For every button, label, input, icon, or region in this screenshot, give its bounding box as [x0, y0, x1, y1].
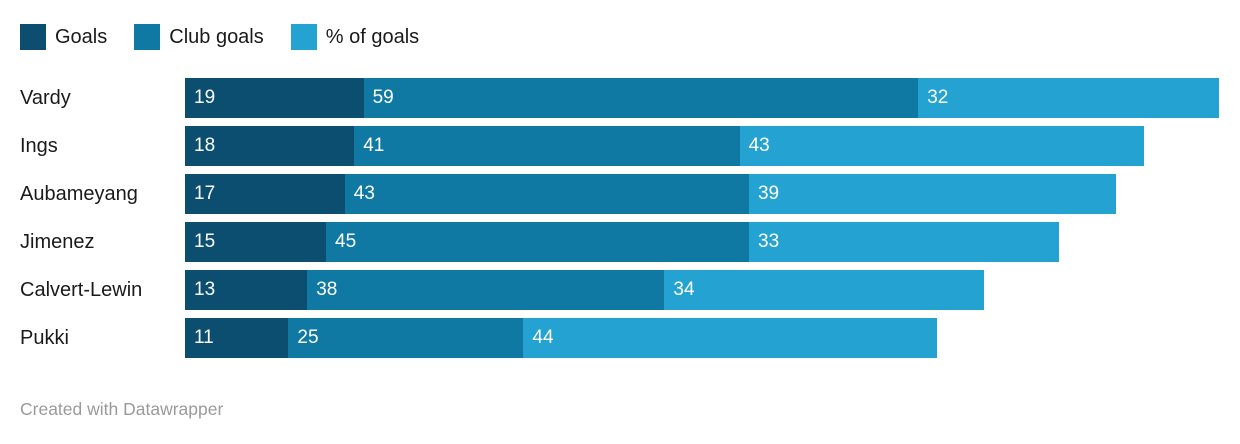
bar-value-label: 41: [363, 135, 385, 156]
bar-value-label: 32: [927, 87, 949, 108]
bar-row: Jimenez 15 45 33: [0, 222, 1240, 262]
bar-row: Calvert-Lewin 13 38 34: [0, 270, 1240, 310]
bar-segment-club-goals: 38: [307, 270, 665, 310]
datawrapper-credit-link[interactable]: Created with Datawrapper: [20, 399, 224, 419]
legend-item: % of goals: [290, 24, 420, 50]
legend-swatch-icon: [134, 24, 161, 50]
category-label: Vardy: [20, 86, 71, 109]
bar-segment-club-goals: 45: [326, 222, 749, 262]
bar-track: 11 25 44: [185, 318, 937, 358]
bar-value-label: 44: [532, 327, 554, 348]
bar-value-label: 18: [194, 135, 216, 156]
legend-label: Goals: [55, 26, 108, 48]
bar-value-label: 15: [194, 231, 216, 252]
category-label: Jimenez: [20, 230, 95, 253]
category-label: Aubameyang: [20, 182, 138, 205]
bar-track: 18 41 43: [185, 126, 1144, 166]
bar-segment-club-goals: 43: [344, 174, 749, 214]
bar-segment--of-goals: 32: [918, 78, 1219, 118]
category-label: Pukki: [20, 326, 69, 349]
bar-segment-goals: 11: [185, 318, 289, 358]
bar-value-label: 59: [372, 87, 394, 108]
bar-segment-club-goals: 25: [288, 318, 524, 358]
bar-segment--of-goals: 39: [748, 174, 1116, 214]
bar-value-label: 39: [757, 183, 780, 204]
bar-row: Vardy 19 59 32: [0, 78, 1240, 118]
bar-segment-club-goals: 59: [363, 78, 919, 118]
bar-row: Pukki 11 25 44: [0, 318, 1240, 358]
bar-segment-goals: 15: [185, 222, 326, 262]
bar-value-label: 17: [194, 183, 216, 204]
bar-chart: Vardy 19 59 32 Ings 18 41 43 Aubameyang 17 43 39 Jim…: [0, 78, 1240, 366]
bar-row: Ings 18 41 43: [0, 126, 1240, 166]
legend-item: Club goals: [134, 24, 264, 50]
bar-value-label: 11: [194, 327, 214, 348]
bar-value-label: 13: [194, 279, 216, 300]
bar-segment-club-goals: 41: [354, 126, 740, 166]
bar-value-label: 19: [194, 87, 216, 108]
bar-track: 19 59 32: [185, 78, 1219, 118]
chart-legend: Goals Club goals % of goals: [20, 24, 419, 50]
bar-value-label: 43: [748, 135, 770, 156]
category-label: Ings: [20, 134, 58, 157]
bar-value-label: 34: [673, 279, 695, 300]
bar-segment--of-goals: 33: [749, 222, 1060, 262]
bar-segment-goals: 13: [185, 270, 308, 310]
category-label: Calvert-Lewin: [20, 278, 143, 301]
bar-segment--of-goals: 44: [523, 318, 937, 358]
bar-row: Aubameyang 17 43 39: [0, 174, 1240, 214]
bar-value-label: 33: [758, 231, 780, 252]
legend-label: % of goals: [325, 26, 420, 48]
legend-swatch-icon: [290, 24, 317, 50]
bar-track: 15 45 33: [185, 222, 1060, 262]
bar-segment--of-goals: 43: [739, 126, 1144, 166]
bar-value-label: 38: [316, 279, 338, 300]
bar-value-label: 45: [335, 231, 357, 252]
bar-segment-goals: 19: [185, 78, 364, 118]
bar-value-label: 25: [297, 327, 319, 348]
bar-segment--of-goals: 34: [664, 270, 984, 310]
bar-track: 17 43 39: [185, 174, 1116, 214]
bar-value-label: 43: [353, 183, 375, 204]
legend-label: Club goals: [169, 26, 264, 48]
bar-segment-goals: 17: [185, 174, 345, 214]
legend-item: Goals: [20, 24, 107, 50]
legend-swatch-icon: [20, 24, 46, 50]
bar-segment-goals: 18: [185, 126, 355, 166]
bar-track: 13 38 34: [185, 270, 984, 310]
